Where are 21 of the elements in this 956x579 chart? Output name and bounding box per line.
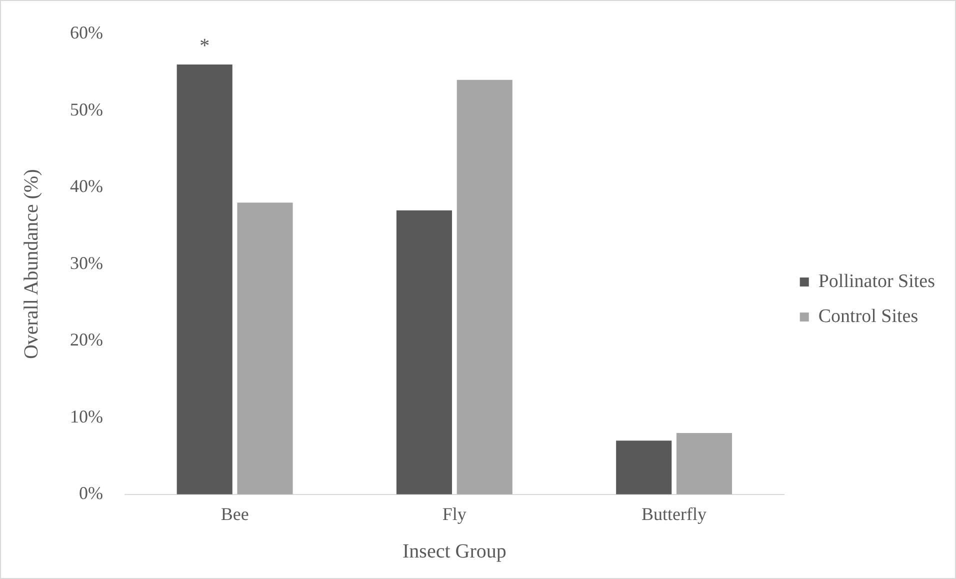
legend-label: Pollinator Sites: [818, 270, 936, 292]
x-axis-title: Insect Group: [402, 540, 506, 562]
bar: [616, 440, 672, 494]
y-axis-title: Overall Abundance (%): [20, 169, 42, 360]
bar: [396, 210, 452, 494]
y-tick-label: 0%: [78, 483, 103, 504]
annotation: *: [200, 34, 210, 57]
y-tick-label: 50%: [70, 99, 103, 120]
x-tick-label: Bee: [220, 504, 249, 524]
y-tick-label: 60%: [70, 22, 103, 43]
y-tick-label: 40%: [70, 176, 103, 196]
y-tick-label: 20%: [70, 330, 103, 350]
y-tick-label: 10%: [70, 406, 103, 426]
y-tick-label: 30%: [70, 252, 103, 273]
bar: [237, 202, 293, 494]
bar: [456, 80, 512, 494]
x-tick-label: Fly: [442, 504, 466, 524]
x-tick-label: Butterfly: [642, 504, 707, 524]
bar: [176, 64, 232, 494]
legend-label: Control Sites: [818, 306, 918, 327]
bar: [676, 432, 732, 494]
